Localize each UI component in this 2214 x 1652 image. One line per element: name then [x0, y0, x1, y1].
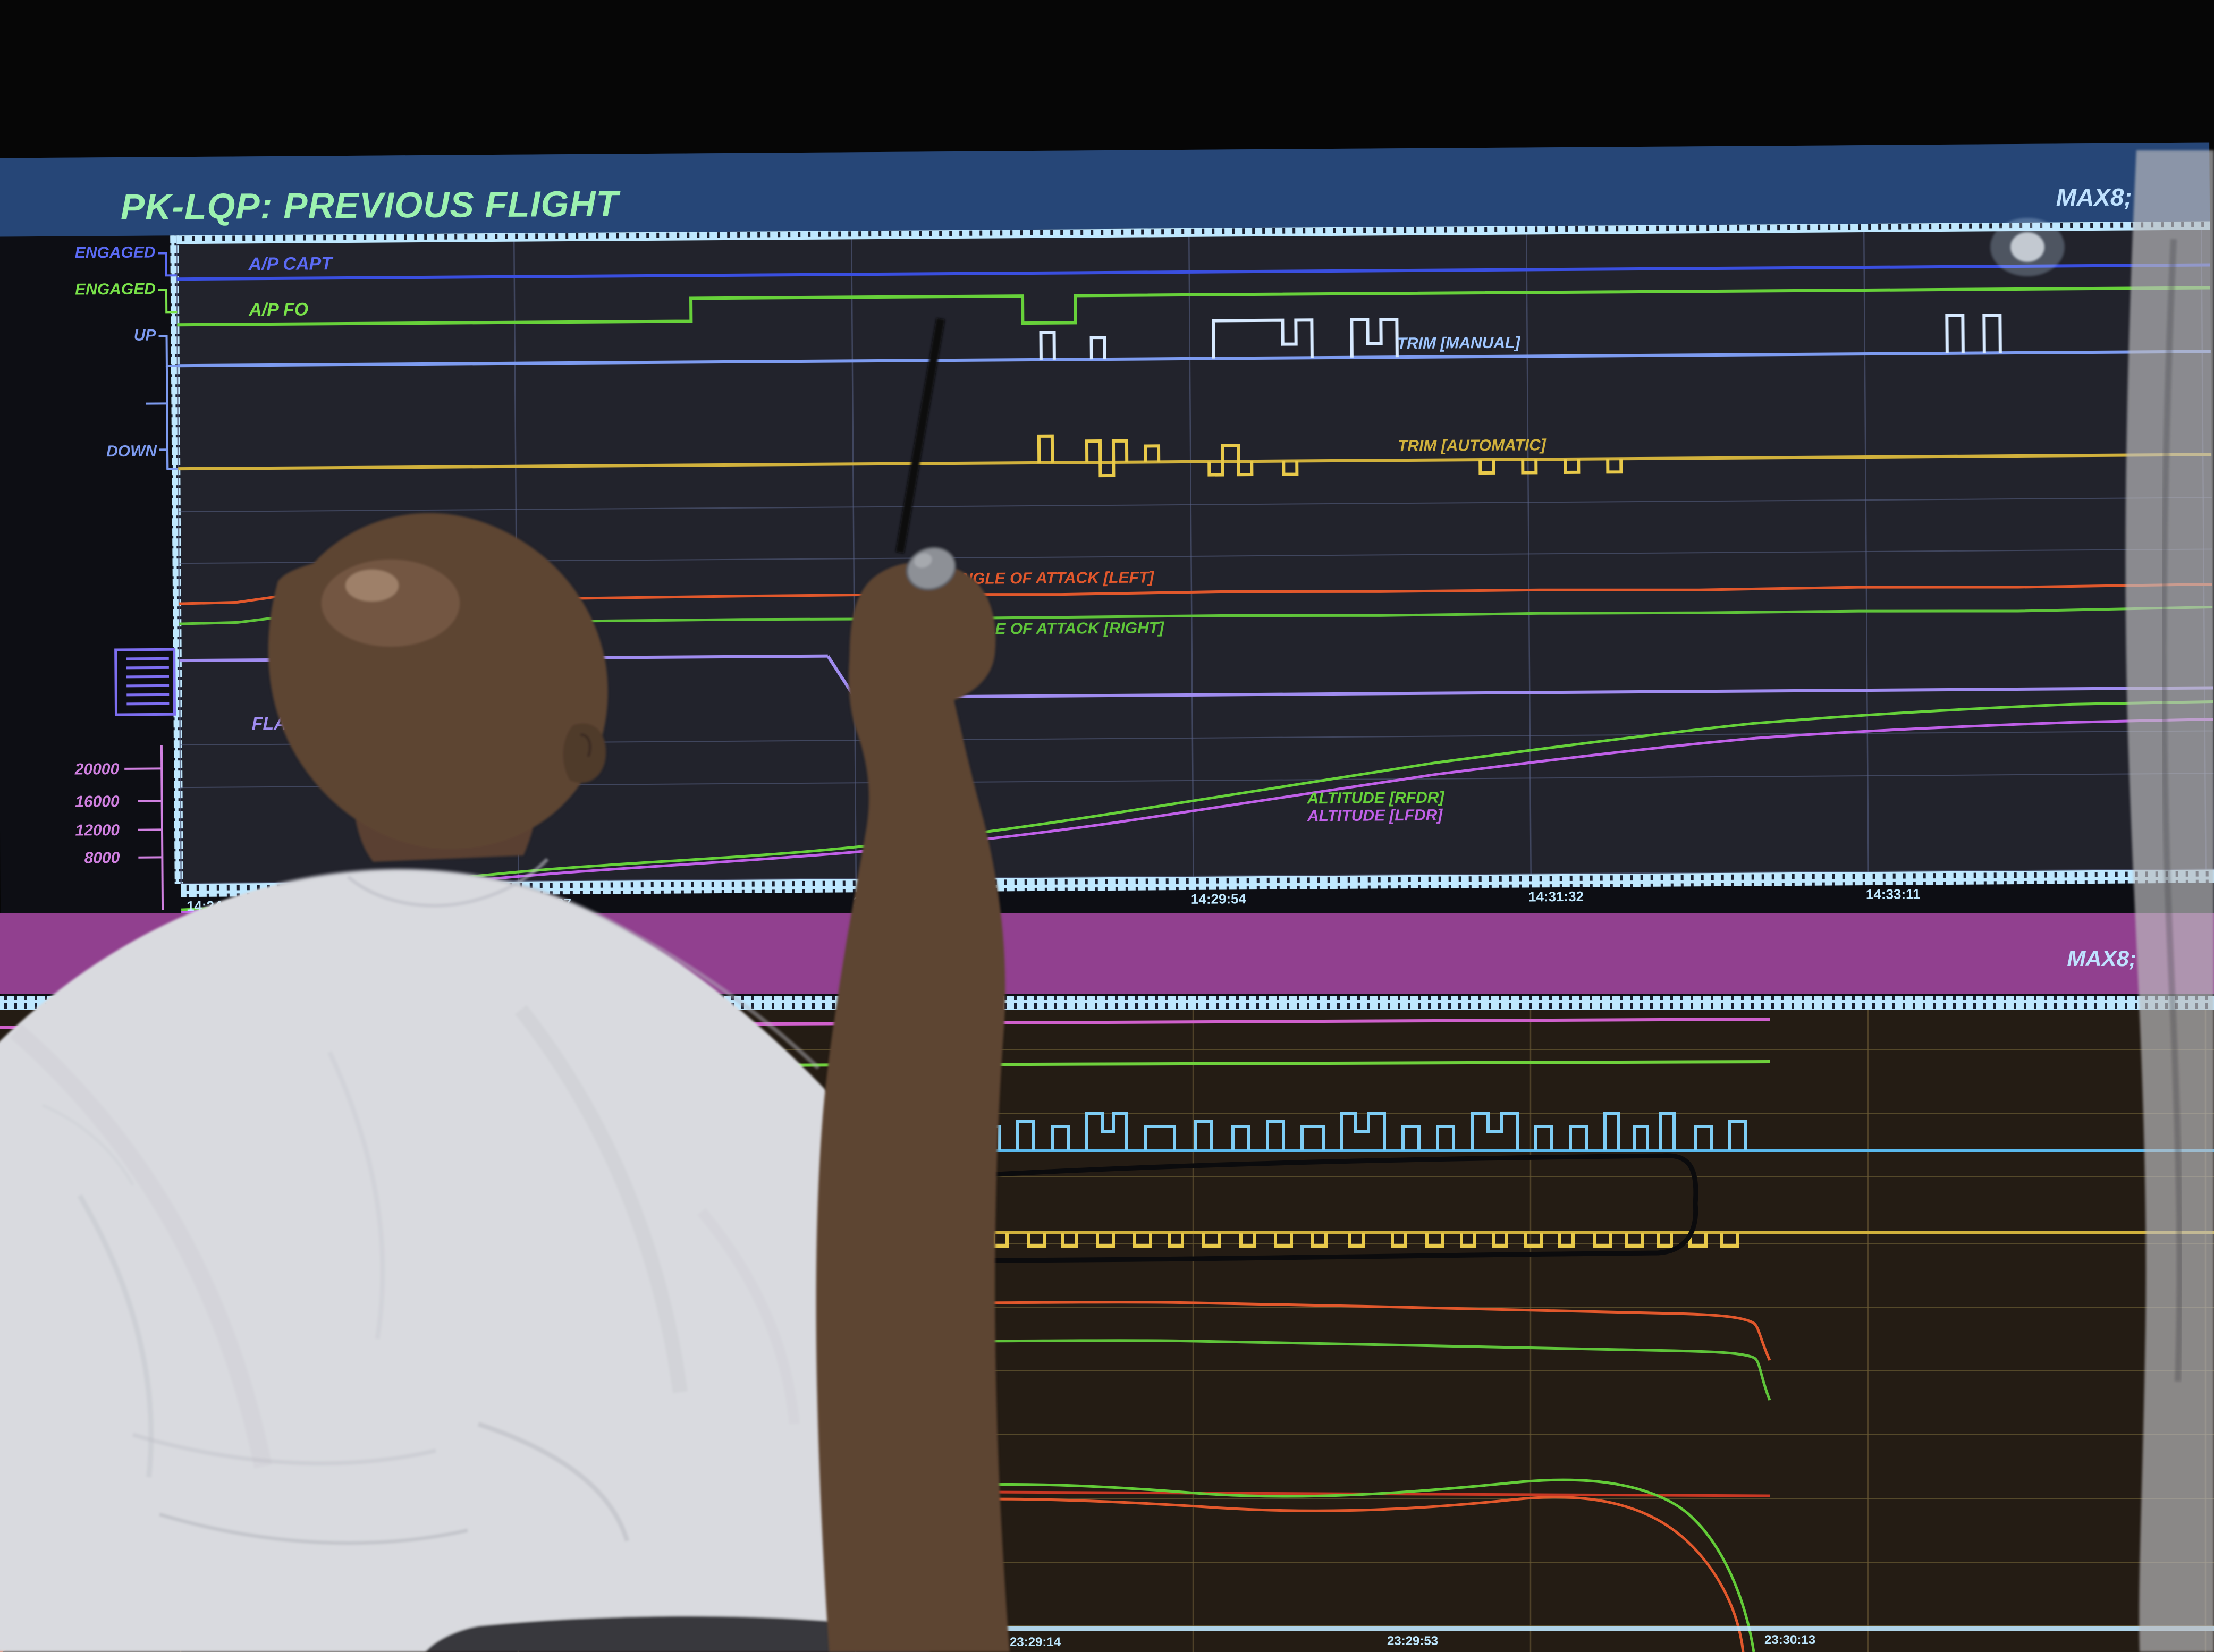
- svg-text:A/P CAPT: A/P CAPT: [248, 253, 334, 274]
- svg-text:DOWN: DOWN: [106, 442, 158, 460]
- svg-text:23:30:13: 23:30:13: [1764, 1633, 1815, 1647]
- svg-text:A/P FO: A/P FO: [248, 299, 308, 320]
- svg-text:23:29:14: 23:29:14: [1010, 1635, 1061, 1649]
- svg-text:16000: 16000: [75, 793, 120, 811]
- svg-text:14:33:11: 14:33:11: [1866, 886, 1921, 902]
- svg-text:14:29:54: 14:29:54: [1191, 891, 1247, 907]
- svg-text:ALTITUDE [RFDR]: ALTITUDE [RFDR]: [1307, 789, 1445, 808]
- svg-text:ANGLE OF ATTACK [LEFT]: ANGLE OF ATTACK [LEFT]: [949, 569, 1155, 588]
- svg-text:MAX8;: MAX8;: [2067, 946, 2136, 971]
- svg-text:20000: 20000: [74, 760, 120, 778]
- svg-text:PK-LQP: PREVIOUS FLIGHT: PK-LQP: PREVIOUS FLIGHT: [121, 183, 621, 227]
- svg-text:UP: UP: [134, 326, 157, 344]
- svg-text:12000: 12000: [75, 821, 120, 840]
- svg-text:ALTITUDE [LFDR]: ALTITUDE [LFDR]: [1307, 807, 1443, 825]
- svg-text:ENGAGED: ENGAGED: [75, 243, 156, 261]
- svg-text:TRIM [AUTOMATIC]: TRIM [AUTOMATIC]: [1398, 436, 1547, 455]
- svg-text:8000: 8000: [84, 849, 120, 867]
- svg-text:23:29:53: 23:29:53: [1387, 1634, 1438, 1648]
- svg-text:TRIM [MANUAL]: TRIM [MANUAL]: [1397, 334, 1521, 353]
- svg-text:14:31:32: 14:31:32: [1528, 888, 1584, 905]
- svg-text:ENGAGED: ENGAGED: [75, 280, 156, 298]
- svg-text:MAX8;: MAX8;: [2056, 183, 2132, 211]
